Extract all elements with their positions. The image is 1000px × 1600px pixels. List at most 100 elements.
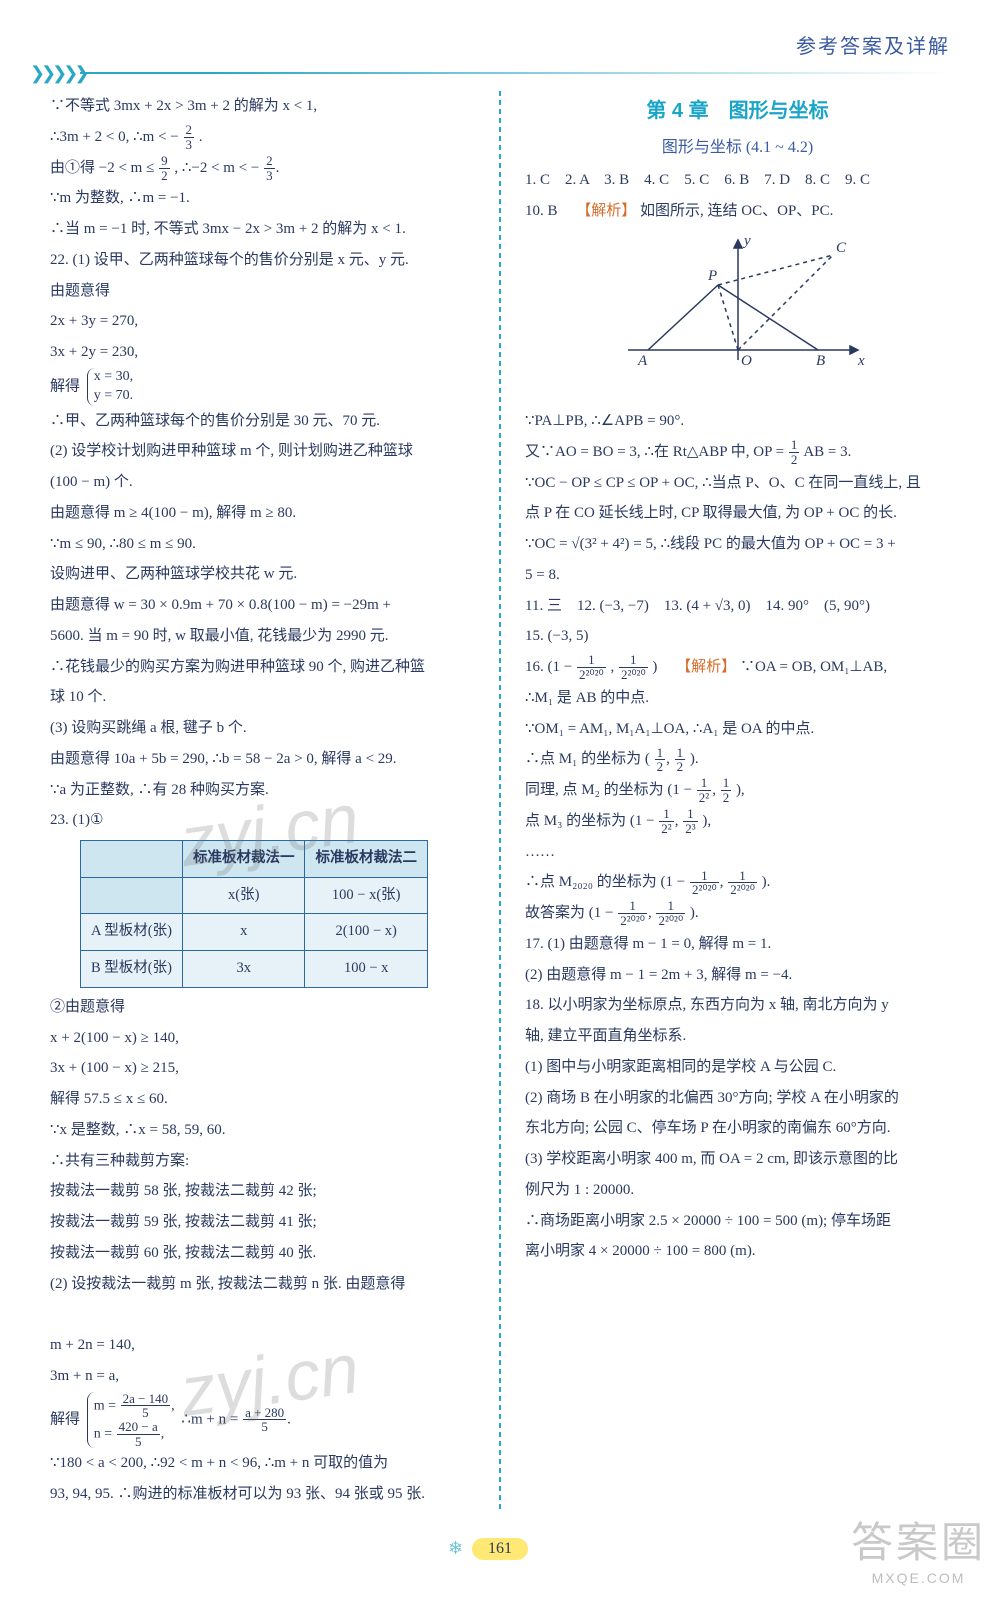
- table-row: B 型板材(张) 3x 100 − x: [81, 951, 428, 988]
- text: 由题意得 10a + 5b = 290, ∴b = 58 − 2a > 0, 解…: [50, 744, 475, 775]
- fraction: 23: [184, 123, 195, 151]
- t: 10. B: [525, 203, 573, 219]
- td: 100 − x: [305, 951, 428, 988]
- text: (2) 设按裁法一裁剪 m 张, 按裁法二裁剪 n 张. 由题意得: [50, 1269, 475, 1300]
- fraction: 12²⁰²⁰: [618, 899, 647, 927]
- th2: 标准板材裁法二: [305, 841, 428, 878]
- text: 93, 94, 95. ∴购进的标准板材可以为 93 张、94 张或 95 张.: [50, 1479, 475, 1510]
- header-rule: ❯❯❯❯❯: [50, 63, 950, 83]
- text: 球 10 个.: [50, 682, 475, 713]
- text: ∵180 < a < 200, ∴92 < m + n < 96, ∴m + n…: [50, 1448, 475, 1479]
- t: ∵OA = OB, OM₁⊥AB,: [740, 659, 887, 675]
- table-row: A 型板材(张) x 2(100 − x): [81, 914, 428, 951]
- t: AB = 3.: [803, 444, 851, 460]
- cases: x = 30,y = 70.: [87, 368, 133, 406]
- text: ∴花钱最少的购买方案为购进甲种篮球 90 个, 购进乙种篮: [50, 652, 475, 683]
- text: 17. (1) 由题意得 m − 1 = 0, 解得 m = 1.: [525, 929, 950, 960]
- fraction: a + 2805: [243, 1406, 286, 1434]
- t: 由题意得: [50, 283, 110, 299]
- fraction: 12: [789, 438, 800, 466]
- text: ∴M₁ 是 AB 的中点.: [525, 683, 950, 714]
- text: ∴甲、乙两种篮球每个的售价分别是 30 元、70 元.: [50, 406, 475, 437]
- arrow-icon: ❯❯❯❯❯: [30, 63, 85, 84]
- text: 按裁法一裁剪 60 张, 按裁法二裁剪 40 张.: [50, 1238, 475, 1269]
- t: 解得: [50, 378, 80, 394]
- text: (1) 图中与小明家距离相同的是学校 A 与公园 C.: [525, 1052, 950, 1083]
- text: 同理, 点 M₂ 的坐标为 (1 − 12², 12 ),: [525, 775, 950, 806]
- text: ∴点 M₂₀₂₀ 的坐标为 (1 − 12²⁰²⁰, 12²⁰²⁰ ).: [525, 867, 950, 898]
- text: ∵m ≤ 90, ∴80 ≤ m ≤ 90.: [50, 529, 475, 560]
- text: (2) 由题意得 m − 1 = 2m + 3, 解得 m = −4.: [525, 960, 950, 991]
- th1: 标准板材裁法一: [182, 841, 305, 878]
- t: 如图所示, 连结 OC、OP、PC.: [640, 203, 833, 219]
- text: (3) 学校距离小明家 400 m, 而 OA = 2 cm, 即该示意图的比: [525, 1144, 950, 1175]
- text: 例尺为 1 : 20000.: [525, 1175, 950, 1206]
- text: ∵PA⊥PB, ∴∠APB = 90°.: [525, 406, 950, 437]
- text: 按裁法一裁剪 59 张, 按裁法二裁剪 41 张;: [50, 1207, 475, 1238]
- t: ∴点 M₁ 的坐标为 (: [525, 751, 650, 767]
- text: [50, 1299, 475, 1330]
- corner-badge: 答案圈 MXQE.COM: [851, 1509, 986, 1586]
- text: ∵a 为正整数, ∴有 28 种购买方案.: [50, 775, 475, 806]
- svg-text:x: x: [857, 353, 865, 369]
- text: ∵m 为整数, ∴m = −1.: [50, 183, 475, 214]
- svg-text:B: B: [816, 353, 825, 369]
- svg-text:y: y: [742, 233, 751, 249]
- t: 同理, 点 M₂ 的坐标为 (1 −: [525, 782, 696, 798]
- th-blank: [81, 841, 183, 878]
- fraction: 12: [721, 776, 732, 804]
- text: (3) 设购买跳绳 a 根, 毽子 b 个.: [50, 713, 475, 744]
- text: 18. 以小明家为坐标原点, 东西方向为 x 轴, 南北方向为 y: [525, 990, 950, 1021]
- text: 5600. 当 m = 90 时, w 取最小值, 花钱最少为 2990 元.: [50, 621, 475, 652]
- fraction: 12²: [697, 776, 711, 804]
- text: ∵x 是整数, ∴x = 58, 59, 60.: [50, 1115, 475, 1146]
- text: 23. (1)①: [50, 805, 475, 836]
- text: (2) 设学校计划购进甲种篮球 m 个, 则计划购进乙种篮球: [50, 436, 475, 467]
- hint-label: 【解析】: [576, 203, 636, 219]
- header: 参考答案及详解 ❯❯❯❯❯: [50, 30, 950, 83]
- t: ),: [702, 813, 711, 829]
- text: ……: [525, 837, 950, 868]
- column-divider: [499, 91, 501, 1510]
- text: 15. (−3, 5): [525, 621, 950, 652]
- two-columns: ∵不等式 3mx + 2x > 3m + 2 的解为 x < 1, ∴3m + …: [50, 91, 950, 1510]
- text: ∴点 M₁ 的坐标为 ( 12, 12 ).: [525, 744, 950, 775]
- svg-text:C: C: [836, 240, 847, 256]
- text: 由①得 −2 < m ≤ 92 , ∴−2 < m < − 23.: [50, 153, 475, 184]
- page-number: 161: [472, 1538, 528, 1560]
- t: (1 −: [548, 659, 576, 675]
- svg-text:A: A: [637, 353, 648, 369]
- text: (100 − m) 个.: [50, 467, 475, 498]
- geometry-figure: O A B P C x y: [525, 230, 950, 402]
- t: 解得: [50, 1411, 80, 1427]
- page: 参考答案及详解 ❯❯❯❯❯ ∵不等式 3mx + 2x > 3m + 2 的解为…: [0, 0, 1000, 1510]
- corner-small: MXQE.COM: [851, 1570, 986, 1586]
- text: 离小明家 4 × 20000 ÷ 100 = 800 (m).: [525, 1236, 950, 1267]
- t: 故答案为 (1 −: [525, 905, 617, 921]
- text: ∴当 m = −1 时, 不等式 3mx − 2x > 3m + 2 的解为 x…: [50, 214, 475, 245]
- t: ∴点 M₂₀₂₀ 的坐标为 (1 −: [525, 874, 689, 890]
- t: , ∴−2 < m < −: [174, 160, 259, 176]
- td: A 型板材(张): [81, 914, 183, 951]
- th-blank: [81, 877, 183, 914]
- table-row: 标准板材裁法一 标准板材裁法二: [81, 841, 428, 878]
- fraction: 12²⁰²⁰: [656, 899, 685, 927]
- svg-text:P: P: [707, 268, 717, 284]
- fraction: 12²⁰²⁰: [577, 653, 606, 681]
- cases: m = 2a − 1405, n = 420 − a5,: [87, 1392, 175, 1449]
- hint-label: 【解析】: [676, 659, 736, 675]
- t: ).: [762, 874, 771, 890]
- fraction: 12: [675, 746, 686, 774]
- text: 由题意得 w = 30 × 0.9m + 70 × 0.8(100 − m) =…: [50, 590, 475, 621]
- t: 由①得 −2 < m ≤: [50, 160, 158, 176]
- fraction: 12²⁰²⁰: [619, 653, 648, 681]
- right-column: 第 4 章 图形与坐标 图形与坐标 (4.1 ~ 4.2) 1. C 2. A …: [525, 91, 950, 1510]
- text: ∵不等式 3mx + 2x > 3m + 2 的解为 x < 1,: [50, 91, 475, 122]
- td: x: [182, 914, 305, 951]
- t: 点 M₃ 的坐标为 (1 −: [525, 813, 658, 829]
- answer-line: 1. C 2. A 3. B 4. C 5. C 6. B 7. D 8. C …: [525, 165, 950, 196]
- text: 又∵AO = BO = 3, ∴在 Rt△ABP 中, OP = 12 AB =…: [525, 437, 950, 468]
- text: 故答案为 (1 − 12²⁰²⁰, 12²⁰²⁰ ).: [525, 898, 950, 929]
- text: 11. 三 12. (−3, −7) 13. (4 + √3, 0) 14. 9…: [525, 591, 950, 622]
- t: ∴3m + 2 < 0, ∴m < −: [50, 129, 179, 145]
